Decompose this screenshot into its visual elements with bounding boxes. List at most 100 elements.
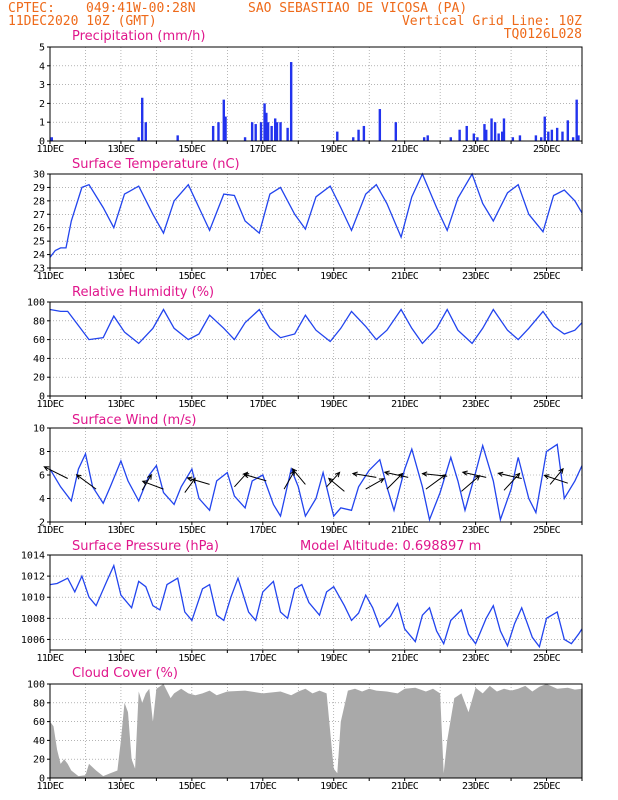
precip-date-label: 21DEC (391, 144, 419, 155)
temp-date-label: 13DEC (107, 271, 135, 282)
precip-bar (534, 135, 538, 141)
precip-bar (449, 137, 452, 141)
precip-title: Precipitation (mm/h) (72, 29, 205, 44)
temp-ytick-label: 28 (33, 196, 45, 207)
pressure-frame (49, 554, 583, 651)
rh-date-label: 13DEC (107, 399, 135, 410)
wind-vector (291, 467, 306, 485)
wind-vector (327, 477, 345, 492)
temp-ytick-label: 23 (33, 264, 45, 275)
pressure-ytick-label: 1010 (21, 593, 45, 604)
precip-bar (259, 122, 263, 141)
temp-ytick-label: 29 (33, 183, 45, 194)
temp-frame (49, 173, 583, 269)
wind-vector (283, 469, 296, 490)
rh-series-line (49, 308, 583, 345)
precip-bar (555, 127, 559, 141)
temp-date-label: 17DEC (249, 271, 277, 282)
temp-ytick-label: 27 (33, 210, 45, 221)
cloud-ytick-label: 20 (33, 755, 45, 766)
cloud-date-label: 13DEC (107, 781, 135, 792)
precip-bar (263, 103, 266, 141)
cloud-frame (49, 683, 583, 779)
pressure-title: Surface Pressure (hPa) (72, 539, 219, 554)
wind-vector (503, 472, 521, 491)
pressure-date-label: 25DEC (533, 653, 561, 664)
precip-date-label: 23DEC (462, 144, 490, 155)
cloud-cover-area (50, 684, 582, 778)
rh-date-label: 17DEC (249, 399, 277, 410)
precip-bar (566, 120, 570, 141)
wind-vector (421, 471, 448, 477)
precip-bar (270, 125, 273, 141)
cloud-date-label: 15DEC (178, 781, 206, 792)
precip-bar (243, 137, 247, 141)
temp-date-label: 15DEC (178, 271, 206, 282)
precip-bar (254, 124, 257, 141)
header-grid-note: Vertical Grid Line: 10Z (402, 14, 582, 29)
temp-date-label: 11DEC (36, 271, 64, 282)
pressure-date-label: 17DEC (249, 653, 277, 664)
header-station: SAO SEBASTIAO DE VICOSA (PA) (248, 1, 467, 16)
precip-bar (571, 137, 575, 141)
precip-bar (250, 122, 254, 141)
rh-ytick-label: 100 (27, 298, 45, 309)
wind-date-label: 19DEC (320, 525, 348, 536)
wind-vector (141, 480, 164, 490)
cloud-ytick-label: 100 (27, 680, 45, 691)
precip-bar (550, 129, 554, 141)
wind-date-label: 21DEC (391, 525, 419, 536)
wind-ytick-label: 8 (39, 447, 45, 458)
rh-date-label: 25DEC (533, 399, 561, 410)
temp-date-label: 21DEC (391, 271, 419, 282)
precip-bar (286, 127, 289, 141)
pressure-ytick-label: 1006 (21, 635, 45, 646)
precip-bar (490, 118, 493, 141)
precip-bar (275, 122, 279, 141)
cloud-ytick-label: 40 (33, 736, 45, 747)
precip-date-label: 13DEC (107, 144, 135, 155)
wind-vector (184, 477, 196, 493)
wind-date-label: 23DEC (462, 525, 490, 536)
wind-vector (461, 470, 487, 478)
precip-bar (222, 99, 225, 141)
temp-date-label: 19DEC (320, 271, 348, 282)
precip-bar (465, 125, 468, 141)
cloud-date-label: 17DEC (249, 781, 277, 792)
precip-panel: 0 1 2 3 4 5 11DEC 13DEC 15DEC 17DEC 19DEC 21DEC 23DE… (36, 43, 583, 155)
precip-bar (137, 137, 140, 141)
pressure-date-label: 21DEC (391, 653, 419, 664)
precip-ytick-label: 5 (39, 43, 45, 54)
precip-bar (144, 122, 147, 141)
precip-bar (540, 137, 543, 141)
wind-frame (49, 427, 583, 523)
rh-panel: 0 20 40 60 80 100 11DEC 13DEC 15DEC 17DEC 19DEC 21D… (27, 298, 583, 410)
precip-bar (378, 109, 382, 141)
pressure-date-label: 13DEC (107, 653, 135, 664)
temp-date-label: 23DEC (462, 271, 490, 282)
precip-bar (357, 129, 360, 141)
wind-date-label: 13DEC (107, 525, 135, 536)
precip-bar (422, 137, 426, 141)
wind-date-label: 11DEC (36, 525, 64, 536)
precip-date-label: 17DEC (249, 144, 277, 155)
precip-bar (511, 137, 515, 141)
wind-series-line (49, 443, 583, 523)
precip-bar (217, 122, 220, 141)
pressure-panel: 1006 1008 1010 1012 1014 11DEC 13DEC 15DEC 17DEC… (21, 551, 583, 664)
precip-bar (483, 124, 486, 141)
rh-frame (49, 301, 583, 397)
precip-bar (543, 116, 546, 141)
wind-vector (386, 472, 404, 490)
rh-title: Relative Humidity (%) (72, 285, 214, 300)
rh-ytick-label: 0 (39, 392, 45, 403)
wind-vector (543, 474, 568, 484)
precip-bar (502, 118, 506, 141)
wind-date-label: 17DEC (249, 525, 277, 536)
rh-date-label: 11DEC (36, 399, 64, 410)
precip-date-label: 15DEC (178, 144, 206, 155)
precip-bar (50, 137, 53, 141)
precip-bar (141, 97, 144, 141)
cloud-date-label: 23DEC (462, 781, 490, 792)
precip-ytick-label: 0 (39, 137, 45, 148)
